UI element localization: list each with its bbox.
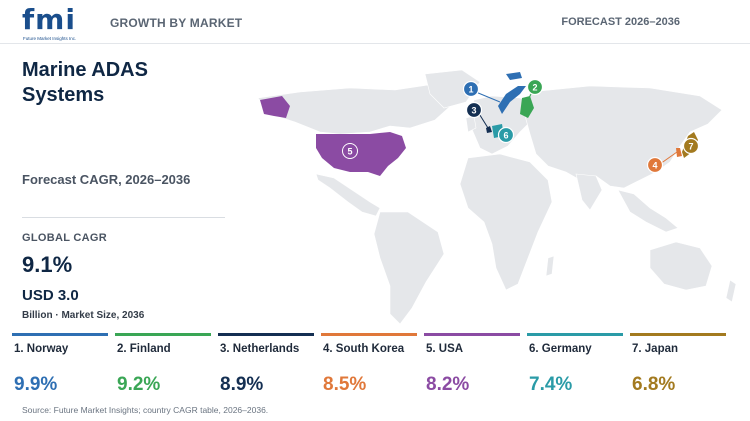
country-card-norway: 1. Norway 9.9%	[12, 333, 108, 403]
marker-4-label: 4	[652, 161, 657, 171]
logo-text: fmi	[22, 3, 76, 36]
world-map: 1 2 3 6 5 4 7	[257, 69, 737, 325]
country-norway	[498, 86, 526, 114]
country-name: 4. South Korea	[323, 343, 405, 355]
land-mexico	[315, 173, 381, 217]
logo-subtext: Future Market Insights Inc.	[23, 36, 77, 41]
land-southeast-asia	[617, 189, 679, 233]
country-cagr-list: 1. Norway 9.9% 2. Finland 9.2% 3. Nether…	[12, 333, 742, 403]
marker-3	[465, 101, 483, 119]
country-card-usa: 5. USA 8.2%	[424, 333, 520, 403]
country-norway-svalbard	[506, 72, 522, 80]
country-color-bar	[12, 333, 108, 336]
divider	[22, 217, 225, 218]
marker-2	[526, 78, 544, 96]
country-cagr: 7.4%	[529, 374, 573, 395]
country-card-germany: 6. Germany 7.4%	[527, 333, 623, 403]
land-masses	[257, 69, 737, 325]
header: fmi Future Market Insights Inc. GROWTH B…	[0, 0, 750, 44]
map-markers: 1 2 3 6 5 4 7	[342, 78, 700, 174]
global-cagr-label: GLOBAL CAGR	[22, 232, 107, 244]
land-asia	[523, 85, 723, 189]
source-note: Source: Future Market Insights; country …	[22, 405, 269, 415]
marker-5-label: 5	[347, 147, 352, 157]
country-south-korea	[676, 148, 682, 157]
country-name: 5. USA	[426, 343, 464, 355]
country-cagr: 8.5%	[323, 374, 367, 395]
marker-6	[497, 126, 515, 144]
marker-7	[682, 137, 700, 155]
fmi-logo[interactable]: fmi Future Market Insights Inc.	[22, 6, 94, 42]
marker-4	[646, 156, 664, 174]
market-size-unit: Billion · Market Size, 2036	[22, 310, 145, 321]
land-greenland	[424, 69, 481, 109]
country-finland	[520, 96, 534, 118]
marker-7-label: 7	[688, 142, 693, 152]
global-cagr-value: 9.1%	[22, 252, 73, 277]
country-color-bar	[630, 333, 726, 336]
country-card-netherlands: 3. Netherlands 8.9%	[218, 333, 314, 403]
country-cagr: 8.2%	[426, 374, 470, 395]
country-name: 6. Germany	[529, 343, 592, 355]
marker-5	[342, 143, 358, 159]
country-card-south-korea: 4. South Korea 8.5%	[321, 333, 417, 403]
marker-2-label: 2	[532, 83, 537, 93]
land-madagascar	[545, 255, 555, 277]
country-cagr: 9.2%	[117, 374, 161, 395]
land-africa	[459, 153, 553, 291]
country-color-bar	[218, 333, 314, 336]
country-cagr: 9.9%	[14, 374, 58, 395]
land-canada	[257, 83, 456, 135]
country-color-bar	[115, 333, 211, 336]
page-title: Marine ADAS Systems	[22, 59, 148, 106]
country-name: 2. Finland	[117, 343, 171, 355]
tagline: GROWTH BY MARKET	[110, 16, 243, 30]
country-card-finland: 2. Finland 9.2%	[115, 333, 211, 403]
marker-6-label: 6	[503, 131, 508, 141]
country-name: 3. Netherlands	[220, 343, 300, 355]
country-color-bar	[424, 333, 520, 336]
marker-4-leader	[659, 151, 678, 165]
land-australia	[649, 241, 713, 291]
marker-3-label: 3	[471, 106, 476, 116]
land-south-america	[373, 211, 445, 325]
market-size-value: USD 3.0	[22, 287, 79, 304]
country-card-japan: 7. Japan 6.8%	[630, 333, 726, 403]
page-subtitle: Forecast CAGR, 2026–2036	[22, 172, 191, 187]
country-cagr: 8.9%	[220, 374, 264, 395]
marker-1-label: 1	[468, 85, 473, 95]
country-name: 1. Norway	[14, 343, 69, 355]
country-color-bar	[527, 333, 623, 336]
country-usa-alaska	[260, 96, 290, 118]
country-usa	[316, 132, 406, 176]
country-name: 7. Japan	[632, 343, 679, 355]
marker-1	[462, 80, 480, 98]
forecast-period: FORECAST 2026–2036	[561, 16, 680, 28]
country-color-bar	[321, 333, 417, 336]
land-new-zealand	[725, 279, 737, 303]
land-india	[575, 173, 603, 211]
country-cagr: 6.8%	[632, 374, 676, 395]
